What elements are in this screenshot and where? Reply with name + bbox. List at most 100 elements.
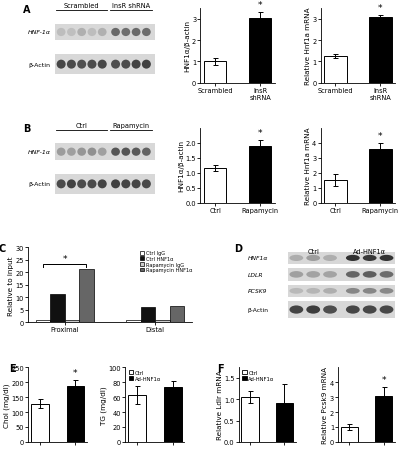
Ellipse shape (67, 29, 76, 37)
FancyBboxPatch shape (288, 252, 395, 265)
Ellipse shape (142, 148, 151, 156)
Y-axis label: Relative to input: Relative to input (8, 256, 14, 315)
Ellipse shape (306, 272, 320, 278)
Ellipse shape (98, 29, 106, 37)
Text: Ad-HNF1α: Ad-HNF1α (353, 249, 386, 255)
Text: HNF-1α: HNF-1α (28, 150, 51, 155)
FancyBboxPatch shape (55, 175, 155, 194)
Ellipse shape (323, 288, 337, 294)
Ellipse shape (142, 180, 151, 189)
Ellipse shape (77, 148, 86, 156)
Ellipse shape (323, 306, 337, 314)
Text: A: A (23, 5, 31, 14)
Text: E: E (9, 363, 16, 373)
Text: HNF-1α: HNF-1α (28, 30, 51, 35)
Ellipse shape (98, 180, 107, 189)
Legend: Ctrl, Ad-HNF1α: Ctrl, Ad-HNF1α (241, 370, 275, 382)
FancyBboxPatch shape (288, 268, 395, 281)
Ellipse shape (67, 60, 76, 69)
Bar (324, 181, 347, 203)
Bar (35, 321, 50, 322)
Ellipse shape (111, 180, 120, 189)
Bar (66, 387, 84, 442)
Ellipse shape (289, 272, 303, 278)
Ellipse shape (306, 288, 320, 294)
Ellipse shape (132, 60, 141, 69)
Text: Ctrl: Ctrl (76, 123, 87, 129)
Ellipse shape (380, 306, 393, 314)
Text: β-Actin: β-Actin (248, 308, 269, 313)
Bar (369, 149, 392, 203)
Ellipse shape (363, 306, 376, 314)
Text: PCSK9: PCSK9 (248, 289, 267, 294)
Ellipse shape (77, 180, 86, 189)
Ellipse shape (289, 288, 303, 294)
Bar (375, 396, 393, 442)
Ellipse shape (346, 255, 360, 262)
Y-axis label: Chol (mg/dl): Chol (mg/dl) (3, 382, 10, 427)
Bar (126, 321, 141, 322)
Ellipse shape (121, 29, 130, 37)
Ellipse shape (363, 288, 376, 294)
Ellipse shape (121, 180, 130, 189)
Ellipse shape (132, 148, 141, 156)
FancyBboxPatch shape (55, 25, 155, 41)
Bar (204, 62, 226, 84)
Bar (64, 321, 79, 322)
Ellipse shape (67, 180, 76, 189)
FancyBboxPatch shape (288, 285, 395, 297)
Bar (276, 404, 293, 442)
Text: D: D (235, 244, 243, 253)
Ellipse shape (346, 272, 360, 278)
Ellipse shape (380, 288, 393, 294)
Text: β-Actin: β-Actin (28, 182, 50, 187)
Ellipse shape (346, 306, 360, 314)
Bar (369, 18, 392, 84)
Ellipse shape (121, 60, 130, 69)
Y-axis label: TG (mg/dl): TG (mg/dl) (101, 386, 107, 424)
Y-axis label: Relative Hnf1a mRNA: Relative Hnf1a mRNA (305, 127, 311, 204)
Text: *: * (378, 4, 382, 13)
Bar (341, 427, 358, 442)
Ellipse shape (111, 29, 120, 37)
Bar (170, 306, 184, 322)
Ellipse shape (363, 255, 376, 262)
Ellipse shape (57, 60, 66, 69)
Text: *: * (382, 375, 386, 384)
Ellipse shape (142, 60, 151, 69)
Ellipse shape (289, 255, 303, 262)
Ellipse shape (380, 255, 393, 262)
Text: F: F (217, 363, 224, 373)
Bar (204, 169, 226, 203)
Ellipse shape (87, 148, 96, 156)
Ellipse shape (57, 148, 66, 156)
Bar (249, 147, 271, 203)
Ellipse shape (142, 29, 151, 37)
Text: LDLR: LDLR (248, 272, 263, 277)
Ellipse shape (77, 60, 86, 69)
Bar (164, 387, 182, 442)
Bar (324, 57, 347, 84)
Text: *: * (258, 1, 262, 10)
Ellipse shape (323, 255, 337, 262)
Ellipse shape (98, 60, 107, 69)
Bar (141, 308, 155, 322)
Text: *: * (62, 254, 67, 263)
Y-axis label: Relative Ldlr mRNA: Relative Ldlr mRNA (217, 370, 223, 439)
Ellipse shape (363, 272, 376, 278)
Ellipse shape (346, 288, 360, 294)
Text: *: * (73, 368, 78, 377)
Ellipse shape (306, 306, 320, 314)
Text: *: * (258, 129, 262, 138)
Text: Scrambled: Scrambled (64, 3, 100, 9)
Bar (241, 397, 259, 442)
Legend: Ctrl, Ad-HNF1α: Ctrl, Ad-HNF1α (128, 370, 162, 382)
Text: B: B (23, 124, 31, 134)
Ellipse shape (111, 148, 120, 156)
FancyBboxPatch shape (55, 144, 155, 161)
Legend: Ctrl IgG, Ctrl HNF1α, Rapamycin IgG, Rapamycin HNF1α: Ctrl IgG, Ctrl HNF1α, Rapamycin IgG, Rap… (139, 250, 193, 273)
Ellipse shape (111, 60, 120, 69)
Ellipse shape (289, 306, 303, 314)
Ellipse shape (132, 180, 141, 189)
Ellipse shape (77, 29, 86, 37)
